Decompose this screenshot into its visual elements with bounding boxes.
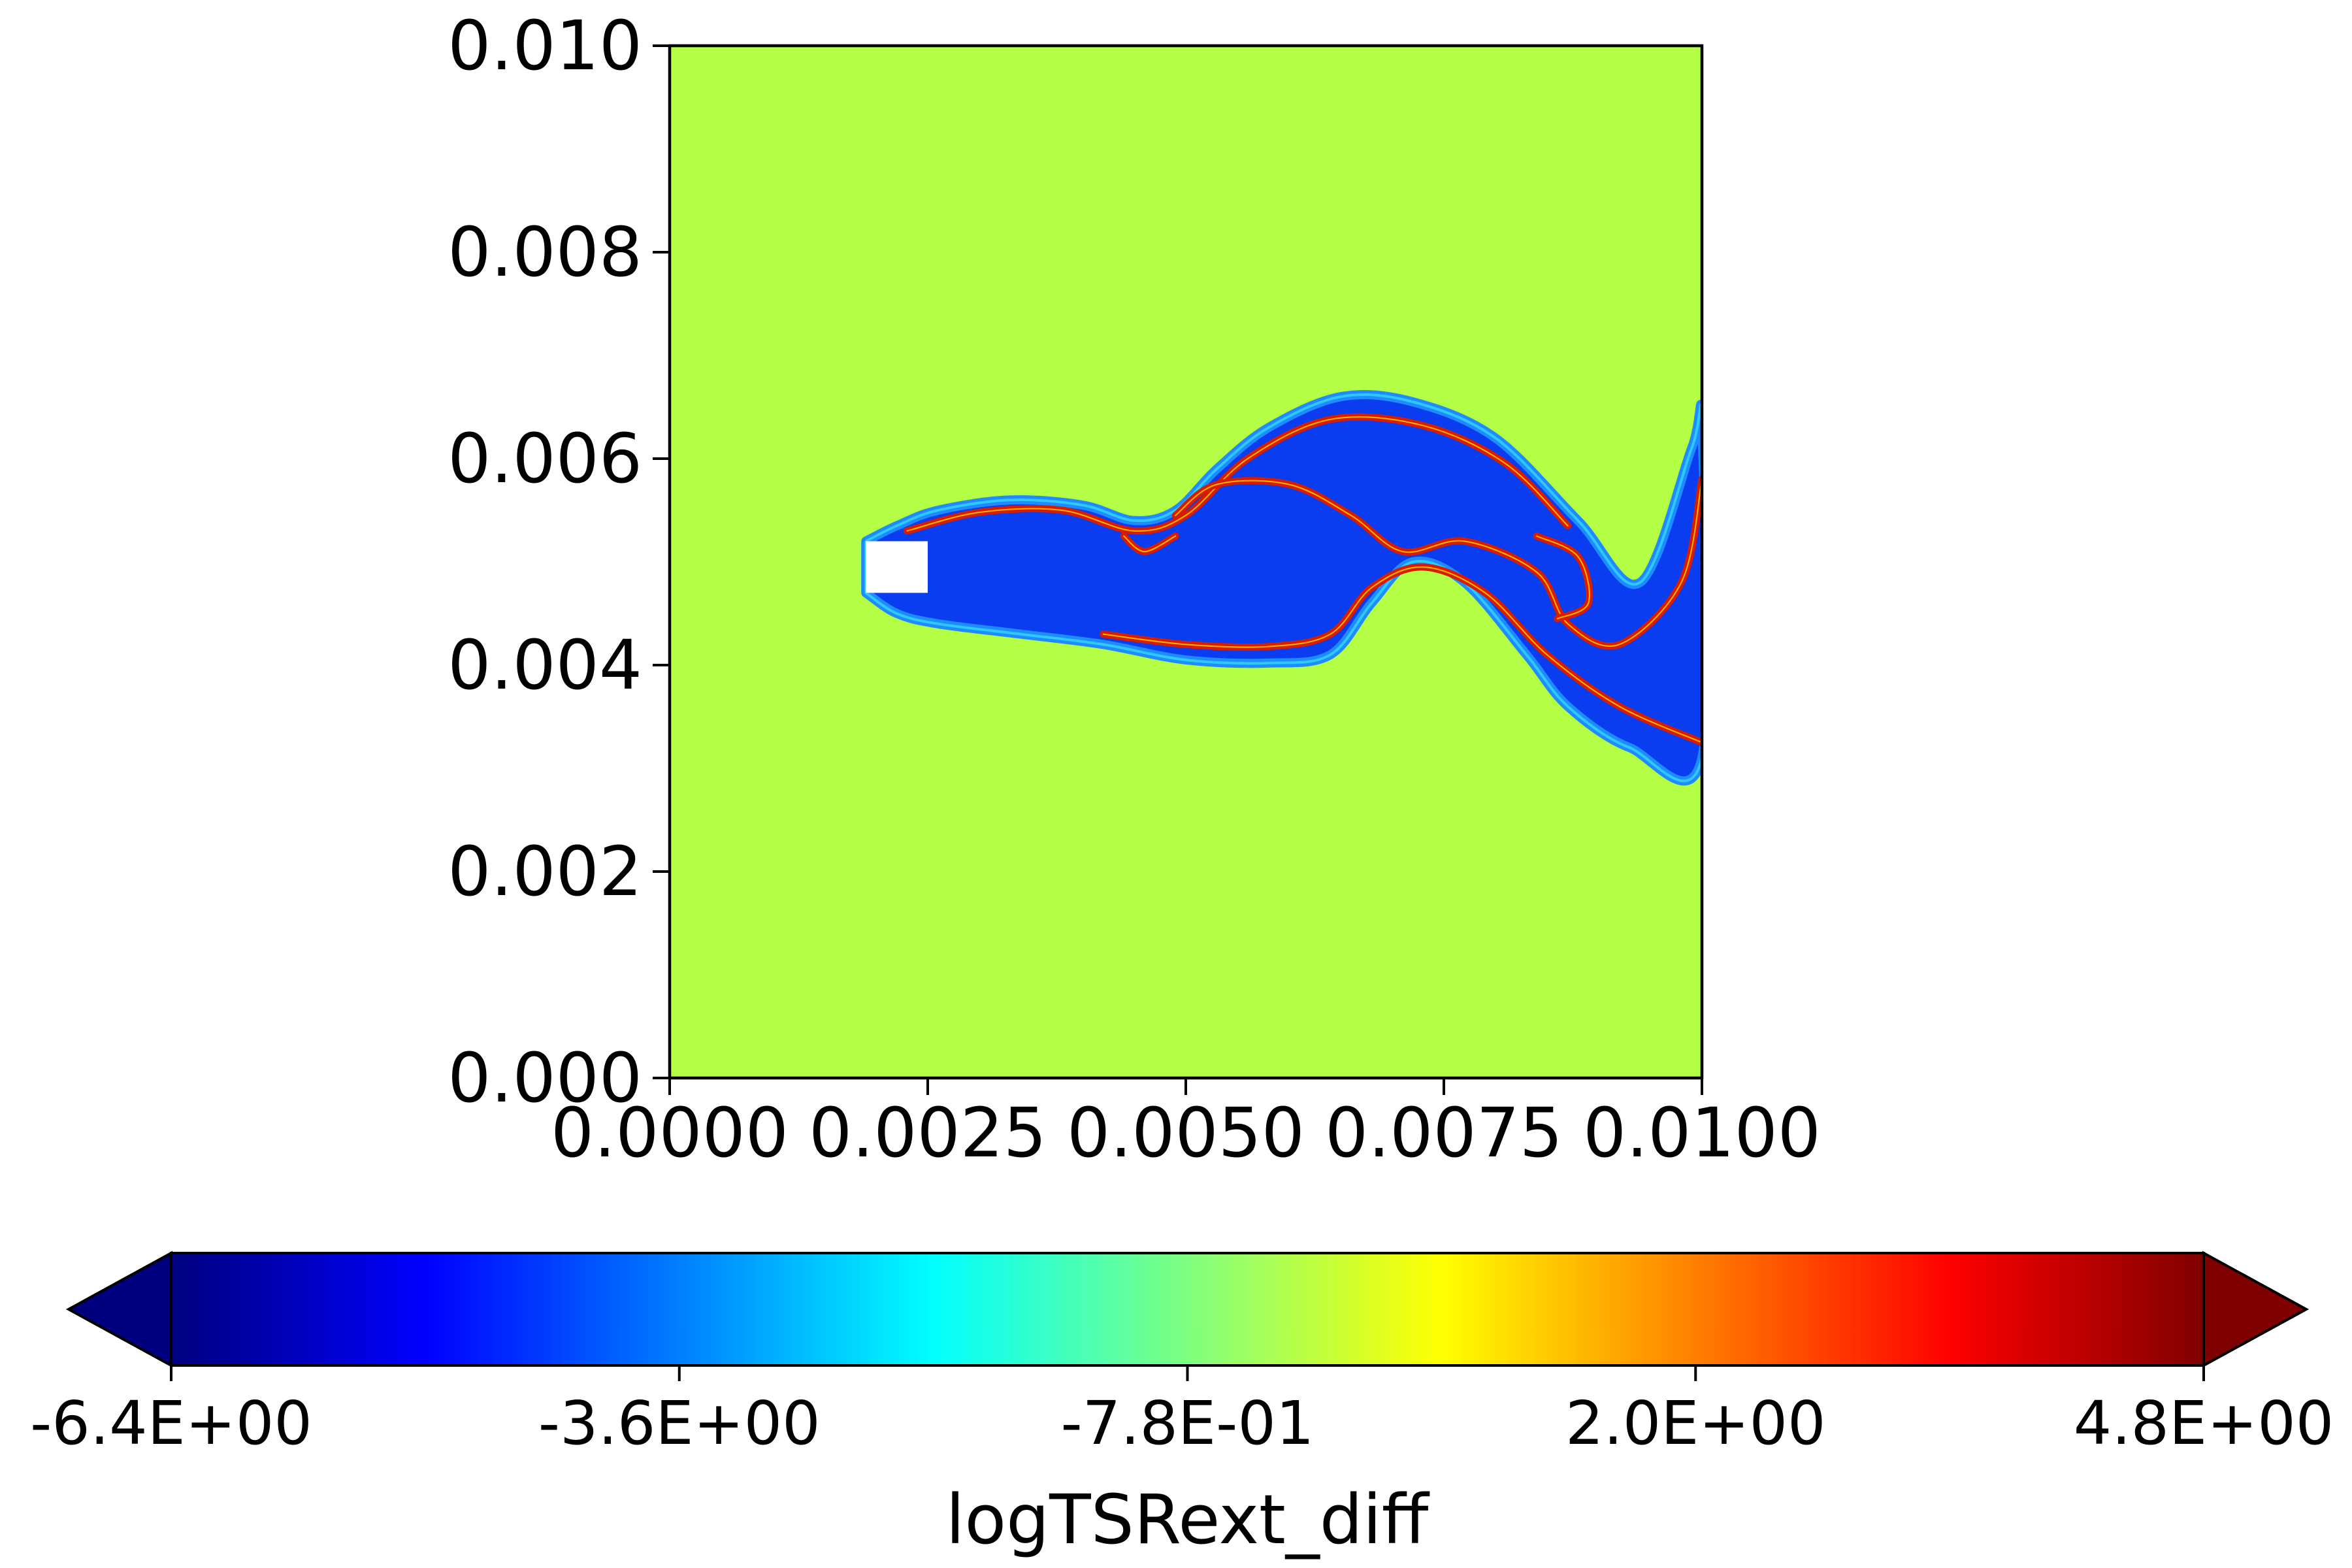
colorbar-ticks: -6.4E+00 -3.6E+00 -7.8E-01 2.0E+00 4.8E+00 bbox=[30, 1365, 2334, 1458]
x-tick-label: 0.0025 bbox=[809, 1093, 1047, 1173]
colorbar-extend-low bbox=[65, 1250, 172, 1368]
y-axis: 0.000 0.002 0.004 0.006 0.008 0.010 bbox=[448, 6, 670, 1118]
x-tick-label: 0.0000 bbox=[551, 1093, 789, 1173]
colorbar-tick-label: 4.8E+00 bbox=[2074, 1388, 2334, 1458]
y-tick-label: 0.010 bbox=[448, 6, 642, 86]
y-tick-label: 0.002 bbox=[448, 832, 642, 911]
colorbar-label: logTSRext_diff bbox=[946, 1480, 1430, 1560]
y-tick-label: 0.008 bbox=[448, 212, 642, 292]
colorbar-tick-label: 2.0E+00 bbox=[1565, 1388, 1826, 1458]
colorbar-tick-label: -7.8E-01 bbox=[1061, 1388, 1315, 1458]
ridge-core-5 bbox=[1536, 535, 1590, 619]
x-tick-label: 0.0050 bbox=[1067, 1093, 1305, 1173]
ridge-core-3 bbox=[1175, 478, 1702, 647]
y-tick-label: 0.006 bbox=[448, 419, 642, 498]
colorbar-tick-label: -6.4E+00 bbox=[30, 1388, 312, 1458]
wake-field bbox=[861, 390, 1702, 786]
x-axis: 0.0000 0.0025 0.0050 0.0075 0.0100 bbox=[551, 1078, 1821, 1173]
y-tick-label: 0.000 bbox=[448, 1038, 642, 1118]
colorbar-gradient bbox=[171, 1253, 2204, 1365]
x-tick-label: 0.0100 bbox=[1583, 1093, 1821, 1173]
y-tick-label: 0.004 bbox=[448, 625, 642, 705]
wake-edge-halo bbox=[864, 393, 1702, 783]
ridge-core-4 bbox=[1123, 535, 1177, 553]
ridge-core-2 bbox=[1102, 566, 1702, 743]
obstacle bbox=[866, 541, 928, 593]
colorbar-tick-label: -3.6E+00 bbox=[538, 1388, 821, 1458]
colorbar-extend-high bbox=[2202, 1250, 2310, 1368]
colorbar: -6.4E+00 -3.6E+00 -7.8E-01 2.0E+00 4.8E+00 l… bbox=[30, 1250, 2334, 1560]
x-tick-label: 0.0075 bbox=[1325, 1093, 1563, 1173]
heatmap-panel bbox=[668, 44, 1704, 1080]
ridge-core-1 bbox=[906, 416, 1569, 532]
